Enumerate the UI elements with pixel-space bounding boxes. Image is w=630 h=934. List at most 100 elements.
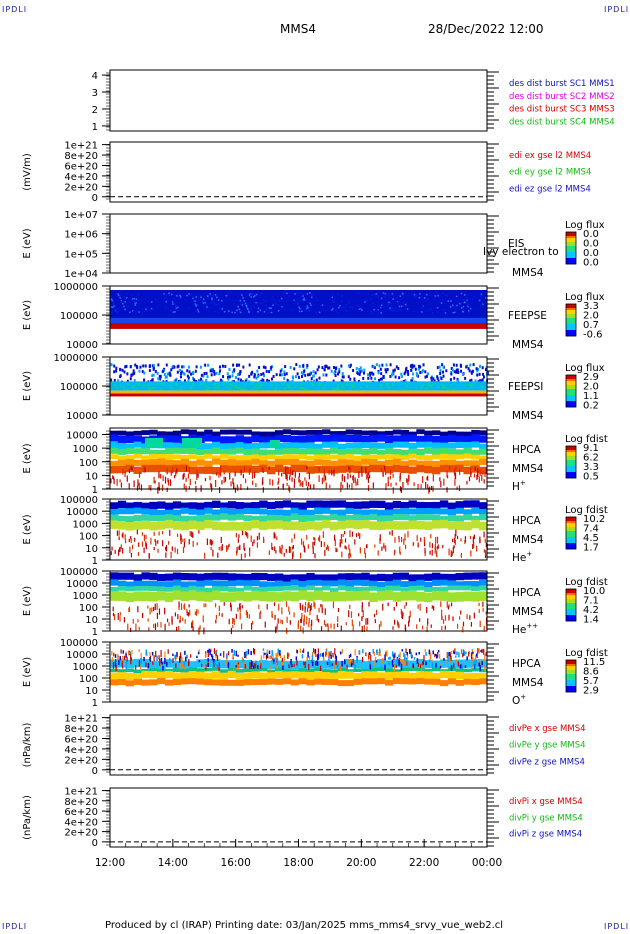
hpca-he2-pixel bbox=[188, 604, 190, 608]
feeps-e-pixel bbox=[260, 293, 262, 295]
feeps-i-pixel bbox=[152, 367, 155, 371]
feeps-e-colorbar-cell bbox=[566, 312, 576, 315]
hpca-o-pixel bbox=[480, 659, 482, 665]
eis-colorbar-cell bbox=[566, 254, 576, 257]
hpca-he2-layer bbox=[290, 591, 299, 602]
feeps-e-pixel bbox=[352, 306, 354, 309]
hpca-h-layer bbox=[125, 435, 135, 444]
hpca-he-pixel bbox=[312, 547, 314, 554]
hpca-he-layer bbox=[337, 500, 347, 508]
feeps-e-pixel bbox=[442, 309, 445, 311]
feeps-i-pixel bbox=[395, 365, 398, 369]
feeps-i-pixel bbox=[192, 376, 195, 380]
hpca-he2-layer bbox=[164, 592, 174, 602]
hpca-he-pixel bbox=[121, 533, 123, 538]
hpca-he2-pixel bbox=[228, 618, 230, 625]
feeps-e-pixel bbox=[350, 305, 352, 308]
hpca-h-layer bbox=[322, 454, 331, 460]
hpca-h-pixel bbox=[234, 487, 237, 493]
hpca-he2-layer bbox=[259, 572, 268, 581]
hpca-he-pixel bbox=[206, 538, 209, 546]
divpe-y-tick-label: 8e+20 bbox=[64, 724, 98, 735]
hpca-he2-pixel bbox=[416, 624, 418, 629]
hpca-h-layer bbox=[298, 464, 307, 473]
hpca-he2-colorbar-cell bbox=[566, 593, 576, 596]
hpca-o-pixel bbox=[197, 651, 200, 655]
hpca-he-pixel bbox=[454, 534, 456, 539]
hpca-h-pixel bbox=[255, 483, 257, 488]
feeps-i-pixel bbox=[359, 366, 362, 370]
hpca-o-pixel bbox=[463, 649, 465, 657]
hpca-h-pixel bbox=[342, 484, 344, 489]
hpca-o-pixel bbox=[472, 662, 475, 666]
hpca-h-colorbar-cell bbox=[566, 464, 576, 467]
hpca-h-layer bbox=[361, 448, 370, 455]
hpca-h-layer bbox=[180, 458, 190, 465]
hpca-o-pixel bbox=[208, 660, 210, 667]
hpca-he-layer bbox=[361, 509, 370, 516]
feeps-i-pixel bbox=[358, 372, 361, 376]
feeps-e-pixel bbox=[195, 305, 197, 307]
hpca-he2-pixel bbox=[123, 617, 126, 623]
hpca-o-pixel bbox=[269, 665, 271, 673]
feeps-e-pixel bbox=[244, 302, 247, 305]
feeps-e-pixel bbox=[265, 304, 267, 307]
feeps-i-pixel bbox=[161, 369, 164, 373]
hpca-h-layer bbox=[314, 434, 323, 442]
hpca-o-layer bbox=[188, 678, 197, 685]
hpca-he2-layer bbox=[251, 580, 260, 587]
hpca-he2-pixel bbox=[309, 605, 312, 612]
feeps-i-instrument-label: FEEPSI bbox=[508, 381, 543, 393]
feeps-i-pixel bbox=[366, 385, 369, 388]
hpca-h-layer bbox=[322, 449, 331, 456]
hpca-o-pixel bbox=[472, 651, 474, 654]
hpca-he2-layer bbox=[345, 586, 354, 592]
hpca-h-layer bbox=[243, 460, 252, 467]
feeps-i-pixel bbox=[450, 367, 453, 371]
hpca-o-pixel bbox=[348, 654, 350, 659]
hpca-he-layer bbox=[204, 507, 213, 514]
hpca-h-pixel bbox=[347, 473, 349, 480]
hpca-o-y-tick-label: 100 bbox=[79, 674, 98, 685]
feeps-e-pixel bbox=[213, 303, 216, 305]
hpca-he-pixel bbox=[182, 546, 185, 554]
hpca-o-pixel bbox=[480, 649, 482, 653]
hpca-he2-layer bbox=[172, 579, 182, 586]
hpca-o-pixel bbox=[296, 650, 298, 654]
hpca-o-layer bbox=[212, 667, 221, 671]
hpca-h-pixel bbox=[408, 474, 410, 482]
hpca-o-pixel bbox=[325, 648, 328, 652]
hpca-h-layer bbox=[259, 436, 268, 444]
feeps-i-pixel bbox=[352, 369, 355, 373]
feeps-i-pixel bbox=[334, 374, 337, 378]
hpca-o-pixel bbox=[402, 659, 404, 666]
hpca-h-layer bbox=[282, 429, 292, 435]
hpca-h-pixel bbox=[133, 480, 135, 488]
hpca-h-layer bbox=[110, 466, 119, 474]
hpca-he2-layer bbox=[125, 586, 135, 592]
feeps-e-band-red bbox=[110, 323, 487, 329]
hpca-h-pixel bbox=[234, 471, 236, 477]
feeps-e-pixel bbox=[459, 302, 461, 305]
hpca-h-layer bbox=[212, 458, 221, 465]
hpca-he2-pixel bbox=[441, 609, 443, 616]
feeps-e-pixel bbox=[291, 309, 294, 311]
hpca-h-layer bbox=[259, 442, 268, 449]
feeps-e-pixel bbox=[188, 307, 191, 309]
hpca-o-layer bbox=[164, 679, 174, 686]
hpca-h-layer bbox=[447, 465, 457, 473]
feeps-i-pixel bbox=[259, 384, 262, 387]
feeps-i-pixel bbox=[300, 383, 303, 386]
hpca-he2-layer bbox=[180, 591, 190, 602]
hpca-he-pixel bbox=[204, 552, 206, 559]
feeps-e-pixel bbox=[272, 298, 275, 300]
hpca-he2-layer bbox=[361, 572, 370, 580]
hpca-o-pixel bbox=[303, 648, 305, 653]
hpca-o-pixel bbox=[475, 653, 478, 657]
hpca-he-layer bbox=[117, 515, 127, 522]
feeps-e-pixel bbox=[254, 295, 256, 297]
hpca-he-layer bbox=[424, 502, 433, 510]
feeps-i-pixel bbox=[425, 387, 428, 390]
feeps-i-pixel bbox=[321, 366, 324, 370]
hpca-he-layer bbox=[329, 500, 339, 508]
